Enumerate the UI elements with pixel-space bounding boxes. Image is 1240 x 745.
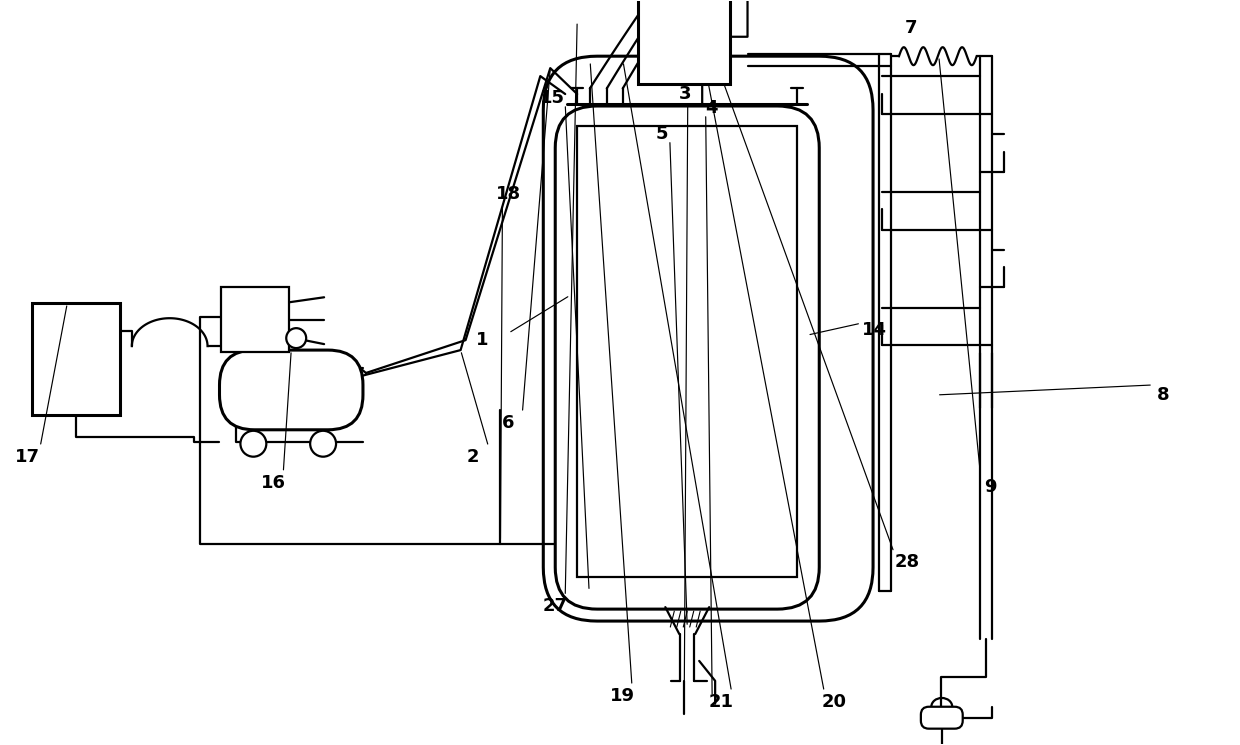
Text: 21: 21 <box>709 693 734 711</box>
FancyBboxPatch shape <box>556 106 820 609</box>
Text: 15: 15 <box>539 89 564 107</box>
Text: 1: 1 <box>476 331 489 349</box>
Text: 18: 18 <box>496 185 521 203</box>
Circle shape <box>286 328 306 348</box>
Text: 28: 28 <box>894 554 920 571</box>
Text: 14: 14 <box>862 321 887 339</box>
Text: 19: 19 <box>610 687 635 705</box>
Circle shape <box>241 431 267 457</box>
Text: 16: 16 <box>260 474 285 492</box>
Text: 20: 20 <box>822 693 847 711</box>
FancyBboxPatch shape <box>219 350 363 430</box>
Circle shape <box>310 431 336 457</box>
Text: 2: 2 <box>466 448 479 466</box>
Bar <box>637 0 729 84</box>
Text: 5: 5 <box>656 125 668 143</box>
Text: 9: 9 <box>985 478 997 495</box>
Text: 7: 7 <box>905 19 918 37</box>
Text: 4: 4 <box>706 99 718 117</box>
Text: 17: 17 <box>15 448 40 466</box>
Bar <box>32 303 120 415</box>
Text: 6: 6 <box>502 413 515 432</box>
Bar <box>222 288 289 352</box>
FancyBboxPatch shape <box>921 707 962 729</box>
Text: 8: 8 <box>1157 386 1169 404</box>
Text: 3: 3 <box>678 85 691 103</box>
Text: 27: 27 <box>543 597 568 615</box>
Bar <box>577 126 797 577</box>
